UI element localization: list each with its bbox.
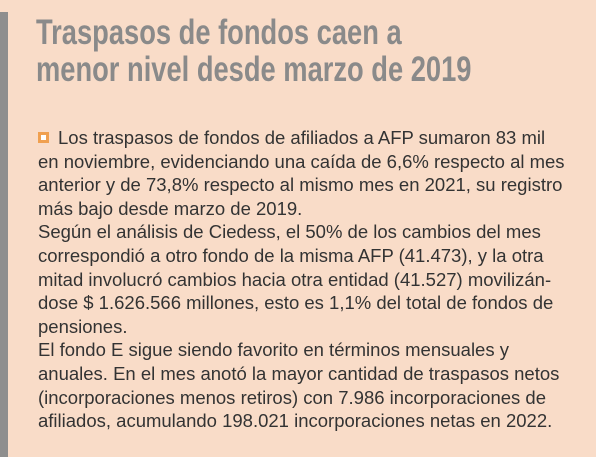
text-line: anterior y de 73,8% respecto al mismo me… [38, 173, 594, 197]
text-line: dose $ 1.626.566 millones, esto es 1,1% … [38, 291, 594, 315]
text: Los traspasos de fondos de afiliados a A… [58, 127, 546, 148]
text: pensiones. [38, 315, 128, 337]
text: correspondió a otro fondo de la misma AF… [38, 244, 544, 266]
title-line: Traspasos de fondos caen a [36, 13, 402, 52]
text: dose $ 1.626.566 millones, esto es 1,1% … [38, 292, 554, 314]
text: anuales. En el mes anotó la mayor cantid… [38, 362, 560, 384]
text-line: afiliados, acumulando 198.021 incorporac… [38, 409, 594, 433]
text: en noviembre, evidenciando una caída de … [38, 150, 565, 172]
title: Traspasos de fondos caen a menor nivel de… [36, 14, 582, 88]
text-line: anuales. En el mes anotó la mayor cantid… [38, 362, 594, 386]
text: más bajo desde marzo de 2019. [38, 197, 303, 219]
text-line: (incorporaciones menos retiros) con 7.98… [38, 386, 594, 410]
title-line: menor nivel desde marzo de 2019 [36, 50, 472, 89]
text-line: mitad involucró cambios hacia otra entid… [38, 268, 594, 292]
text: anterior y de 73,8% respecto al mismo me… [38, 174, 563, 196]
text-line: pensiones. [38, 315, 594, 339]
side-bar [0, 12, 8, 457]
bullet [38, 132, 49, 143]
text-line: correspondió a otro fondo de la misma AF… [38, 244, 594, 268]
text-line: en noviembre, evidenciando una caída de … [38, 150, 594, 174]
article-body: Los traspasos de fondos de afiliados a A… [38, 126, 594, 433]
text-line: Los traspasos de fondos de afiliados a A… [38, 126, 594, 150]
text: (incorporaciones menos retiros) con 7.98… [38, 386, 546, 408]
text: afiliados, acumulando 198.021 incorporac… [38, 410, 553, 432]
text-line: El fondo E sigue siendo favorito en térm… [38, 338, 594, 362]
text-line: Según el análisis de Ciedess, el 50% de … [38, 220, 594, 244]
text: El fondo E sigue siendo favorito en térm… [38, 339, 509, 361]
text: mitad involucró cambios hacia otra entid… [38, 268, 552, 290]
text-line: más bajo desde marzo de 2019. [38, 197, 594, 221]
text: Según el análisis de Ciedess, el 50% de … [38, 221, 541, 243]
